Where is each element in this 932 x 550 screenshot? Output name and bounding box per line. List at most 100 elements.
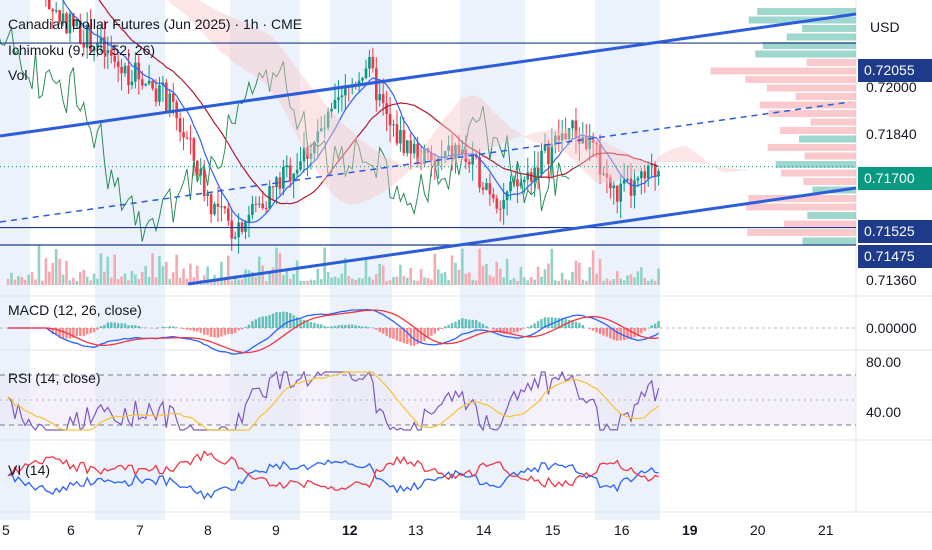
volume-bar	[598, 259, 602, 285]
rsi-label[interactable]: RSI (14, close)	[8, 370, 101, 386]
candle-body	[96, 43, 99, 48]
macd-histogram-bar	[85, 328, 89, 335]
kijun-line	[98, 0, 659, 205]
candle-body	[605, 173, 609, 178]
volume-profile-bar	[766, 84, 856, 92]
macd-label[interactable]: MACD (12, 26, close)	[8, 302, 142, 318]
macd-histogram-bar	[337, 325, 340, 328]
candle-body	[436, 158, 440, 166]
macd-histogram-bar	[426, 328, 430, 339]
volume-bar	[154, 277, 158, 285]
ichimoku-label[interactable]: Ichimoku (9, 26, 52, 26)	[8, 42, 156, 58]
macd-histogram-bar	[316, 323, 319, 328]
macd-histogram-bar	[223, 328, 227, 335]
volume-bar	[467, 272, 471, 285]
candle-body	[233, 237, 237, 239]
candle-body	[192, 138, 196, 161]
volume-bar	[158, 255, 161, 285]
vi-label[interactable]: VI (14)	[8, 462, 51, 478]
macd-histogram-bar	[192, 328, 196, 332]
volume-bar	[447, 280, 450, 285]
candle-body	[285, 165, 289, 168]
volume-bar	[633, 277, 636, 285]
rsi-axis-bottom: 40.00	[866, 404, 902, 420]
macd-histogram-bar	[51, 328, 54, 335]
volume-profile-bar	[802, 25, 856, 32]
candle-body	[75, 20, 79, 27]
macd-histogram-bar	[622, 328, 626, 340]
volume-bar	[295, 260, 299, 285]
macd-histogram-bar	[375, 328, 378, 330]
macd-histogram-bar	[320, 324, 323, 328]
volume-bar	[175, 254, 178, 285]
candle-body	[447, 145, 450, 152]
volume-bar	[560, 272, 564, 285]
volume-bar	[347, 275, 351, 285]
macd-histogram-bar	[550, 317, 554, 328]
volume-bar	[553, 280, 557, 285]
candle-body	[230, 220, 234, 239]
volume-bar	[581, 279, 585, 285]
candle-body	[65, 13, 68, 34]
volume-bar	[264, 280, 268, 285]
macd-histogram-bar	[99, 326, 103, 328]
candle-body	[178, 118, 182, 133]
macd-histogram-bar	[237, 328, 240, 331]
candle-body	[526, 172, 530, 180]
candle-body	[595, 143, 598, 145]
volume-bar	[564, 279, 567, 285]
macd-histogram-bar	[161, 326, 165, 328]
candle-body	[340, 95, 344, 98]
macd-histogram-bar	[636, 328, 640, 337]
macd-histogram-bar	[643, 328, 646, 331]
candle-body	[454, 144, 457, 159]
volume-profile-bar	[804, 152, 856, 160]
volume-bar	[82, 269, 86, 285]
volume-bar	[595, 273, 598, 285]
candle-body	[402, 130, 406, 154]
candle-body	[196, 160, 199, 176]
macd-histogram-bar	[381, 328, 385, 334]
macd-histogram-bar	[626, 328, 629, 339]
ichimoku-cloud	[167, 0, 749, 205]
volume-bar	[306, 280, 309, 285]
volume-bar	[588, 267, 592, 285]
macd-histogram-bar	[292, 315, 295, 328]
candle-body	[450, 145, 454, 159]
macd-histogram-bar	[203, 328, 206, 335]
volume-bar	[44, 258, 48, 285]
volume-bar	[602, 280, 605, 285]
candle-body	[127, 65, 130, 86]
macd-histogram-bar	[189, 328, 192, 331]
macd-histogram-bar	[502, 328, 505, 334]
volume-bar	[99, 253, 103, 285]
candle-body	[189, 138, 192, 140]
volume-bar	[609, 280, 612, 285]
volume-bar	[478, 248, 481, 285]
currency-button[interactable]: USD	[860, 12, 920, 42]
volume-label[interactable]: Vol	[8, 67, 28, 83]
volume-bar	[337, 277, 340, 285]
volume-bar	[536, 266, 540, 285]
macd-histogram-bar	[464, 319, 467, 328]
candle-body	[185, 137, 189, 139]
macd-histogram-bar	[347, 324, 350, 328]
candle-body	[622, 180, 626, 184]
volume-bar	[285, 271, 289, 285]
trend-line-upper	[0, 12, 857, 138]
candle-body	[643, 171, 647, 179]
volume-bar	[313, 280, 316, 285]
candle-body	[54, 10, 58, 12]
macd-histogram-bar	[106, 322, 110, 328]
volume-bar	[257, 256, 261, 285]
macd-histogram-bar	[154, 328, 158, 329]
candle-body	[216, 203, 220, 207]
volume-bar	[509, 279, 512, 285]
tenkan-line	[62, 0, 659, 224]
candle-body	[261, 203, 265, 209]
volume-bar	[220, 261, 223, 285]
volume-bar	[34, 279, 37, 285]
time-axis-label: 7	[136, 522, 144, 538]
volume-bar	[89, 280, 92, 285]
